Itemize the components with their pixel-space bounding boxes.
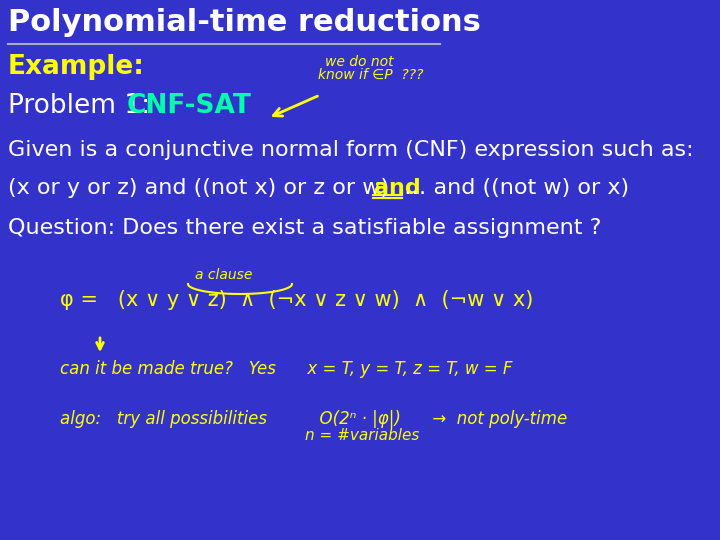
Text: φ =   (x ∨ y ∨ z)  ∧  (¬x ∨ z ∨ w)  ∧  (¬w ∨ x): φ = (x ∨ y ∨ z) ∧ (¬x ∨ z ∨ w) ∧ (¬w ∨ x…: [60, 290, 534, 310]
Text: can it be made true?   Yes      x = T, y = T, z = T, w = F: can it be made true? Yes x = T, y = T, z…: [60, 360, 513, 378]
Text: Problem 1:: Problem 1:: [8, 93, 158, 119]
Text: and: and: [374, 178, 420, 198]
Text: we do not: we do not: [325, 55, 394, 69]
Text: CNF-SAT: CNF-SAT: [127, 93, 252, 119]
Text: Given is a conjunctive normal form (CNF) expression such as:: Given is a conjunctive normal form (CNF)…: [8, 140, 693, 160]
Text: Question: Does there exist a satisfiable assignment ?: Question: Does there exist a satisfiable…: [8, 218, 601, 238]
Text: Polynomial-time reductions: Polynomial-time reductions: [8, 8, 481, 37]
Text: algo:   try all possibilities          O(2ⁿ · |φ|)      →  not poly-time: algo: try all possibilities O(2ⁿ · |φ|) …: [60, 410, 567, 428]
Text: know if ∈P  ???: know if ∈P ???: [318, 68, 423, 82]
Text: Example:: Example:: [8, 54, 145, 80]
Text: n = #variables: n = #variables: [305, 428, 419, 443]
Text: … and ((not w) or x): … and ((not w) or x): [404, 178, 629, 198]
Text: (x or y or z) and ((not x) or z or w): (x or y or z) and ((not x) or z or w): [8, 178, 396, 198]
Text: a clause: a clause: [195, 268, 253, 282]
